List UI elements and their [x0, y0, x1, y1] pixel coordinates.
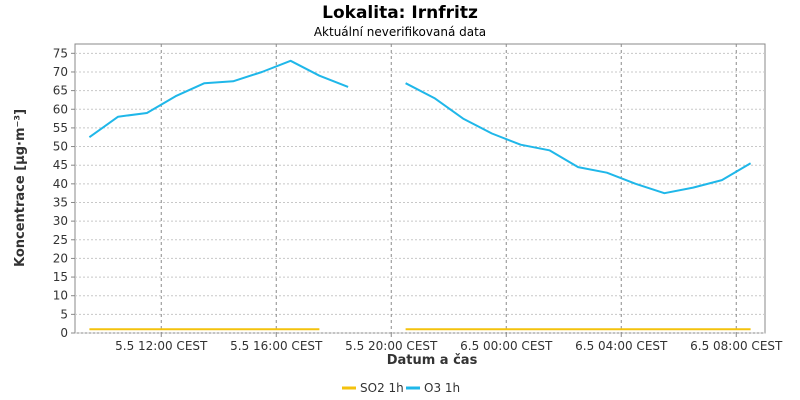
y-tick-label: 25: [53, 233, 68, 247]
x-axis-label: Datum a čas: [387, 353, 478, 368]
x-tick-label: 6.5 00:00 CEST: [460, 339, 553, 353]
x-tick-label: 6.5 08:00 CEST: [690, 339, 783, 353]
chart-subtitle: Aktuální neverifikovaná data: [314, 25, 486, 39]
y-tick-label: 60: [53, 102, 68, 116]
legend-label: O3 1h: [424, 381, 460, 395]
y-tick-label: 15: [53, 270, 68, 284]
y-tick-label: 10: [53, 289, 68, 303]
series-line-o3-1h: [405, 82, 752, 195]
y-tick-label: 40: [53, 177, 68, 191]
chart-title: Lokalita: Irnfritz: [322, 3, 478, 23]
series-lines: [88, 59, 752, 331]
y-tick-label: 30: [53, 214, 68, 228]
y-tick-label: 45: [53, 158, 68, 172]
legend-label: SO2 1h: [360, 381, 404, 395]
x-tick-label: 5.5 12:00 CEST: [115, 339, 208, 353]
x-tick-label: 6.5 04:00 CEST: [575, 339, 668, 353]
y-axis-ticks: 0 5 10 15 20 25 30 35 40 45 50 55 60 65 70 75: [53, 46, 75, 340]
y-tick-label: 0: [60, 326, 68, 340]
y-tick-label: 70: [53, 65, 68, 79]
y-tick-label: 35: [53, 195, 68, 209]
x-axis-ticks: 5.5 12:00 CEST 5.5 16:00 CEST 5.5 20:00 CE…: [115, 333, 783, 353]
y-axis-label: Koncentrace [µg·m⁻³]: [13, 109, 28, 267]
series-line-o3-1h: [88, 59, 349, 139]
y-tick-label: 55: [53, 121, 68, 135]
y-tick-label: 20: [53, 251, 68, 265]
legend: SO2 1h O3 1h: [342, 381, 460, 395]
x-tick-label: 5.5 16:00 CEST: [230, 339, 323, 353]
y-tick-label: 50: [53, 140, 68, 154]
y-tick-label: 5: [60, 307, 68, 321]
y-tick-label: 65: [53, 84, 68, 98]
plot-area: [74, 43, 766, 334]
x-tick-label: 5.5 20:00 CEST: [345, 339, 438, 353]
y-tick-label: 75: [53, 46, 68, 60]
